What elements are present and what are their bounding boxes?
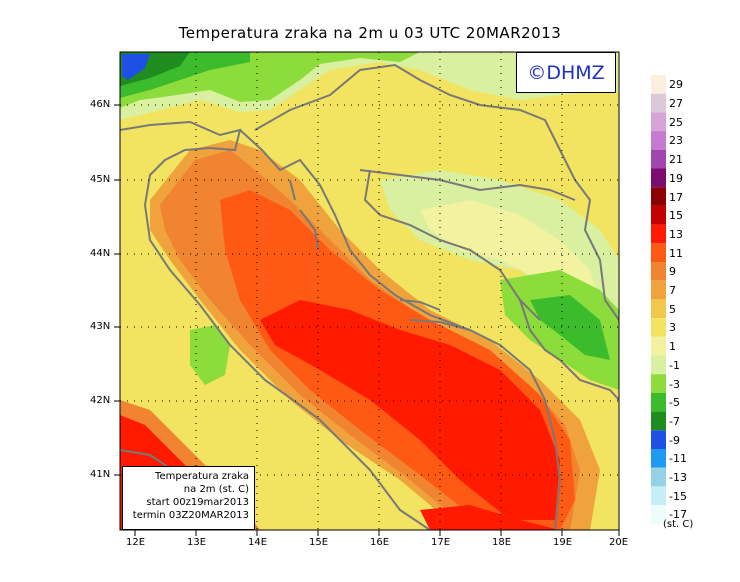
colorbar-label: 13 [669, 227, 683, 241]
colorbar-swatch [651, 280, 666, 300]
colorbar-swatch [651, 149, 666, 169]
colorbar-label: -1 [669, 358, 680, 372]
colorbar-label: 11 [669, 246, 683, 260]
map-frame [119, 51, 620, 531]
colorbar-swatch [651, 374, 666, 393]
colorbar-label: -13 [669, 471, 687, 485]
lon-label-12e: 12E [126, 537, 146, 548]
colorbar-swatch [651, 168, 666, 188]
colorbar-label: 9 [669, 265, 676, 279]
colorbar-swatch [651, 93, 666, 113]
axis-ticks [114, 104, 620, 536]
lon-label-18e: 18E [492, 537, 512, 548]
lat-label-43n: 43N [90, 321, 111, 332]
info-box: Temperatura zraka na 2m (st. C) start 00… [122, 466, 255, 530]
dhmz-logo: ©DHMZ [516, 52, 616, 93]
temperature-field [120, 52, 619, 530]
lat-label-44n: 44N [90, 248, 111, 259]
lon-label-20e: 20E [609, 537, 629, 548]
colorbar-label: -15 [669, 489, 687, 503]
lon-label-16e: 16E [370, 537, 390, 548]
info-line-1: Temperatura zraka [155, 471, 249, 482]
colorbar-label: 1 [669, 340, 676, 354]
colorbar-label: 19 [669, 171, 683, 185]
lon-label-15e: 15E [309, 537, 329, 548]
colorbar-swatch [651, 75, 666, 94]
colorbar-label: -7 [669, 414, 680, 428]
colorbar-swatch [651, 262, 666, 281]
colorbar-label: 29 [669, 78, 683, 92]
colorbar-swatch [651, 224, 666, 244]
colorbar-swatch [651, 505, 666, 524]
colorbar-units: (st. C) [663, 519, 694, 530]
lon-label-13e: 13E [187, 537, 207, 548]
colorbar-label: 15 [669, 209, 683, 223]
colorbar-label: -11 [669, 452, 687, 466]
colorbar-swatch [651, 243, 666, 262]
colorbar-swatch [651, 318, 666, 337]
colorbar-label: 5 [669, 302, 676, 316]
colorbar-swatch [651, 205, 666, 225]
colorbar-swatch [651, 355, 666, 375]
colorbar-label: -3 [669, 377, 680, 391]
colorbar-swatch [651, 430, 666, 449]
colorbar-swatch [651, 112, 666, 132]
colorbar-swatch [651, 299, 666, 319]
colorbar-swatch [651, 336, 666, 356]
colorbar-label: -17 [669, 508, 687, 522]
info-line-2: na 2m (st. C) [183, 484, 249, 495]
map-title: Temperatura zraka na 2m u 03 UTC 20MAR20… [178, 24, 562, 42]
colorbar-swatch [651, 411, 666, 431]
lat-label-45n: 45N [90, 174, 111, 185]
lat-label-41n: 41N [90, 469, 111, 480]
colorbar-label: 21 [669, 153, 683, 167]
lon-label-17e: 17E [431, 537, 451, 548]
colorbar-label: -5 [669, 396, 680, 410]
colorbar-label: 7 [669, 284, 676, 298]
colorbar-label: 23 [669, 134, 683, 148]
colorbar-label: 3 [669, 321, 676, 335]
colorbar-label: 17 [669, 190, 683, 204]
info-line-4: termin 03Z20MAR2013 [132, 510, 249, 521]
graticule [120, 52, 619, 530]
lat-label-42n: 42N [90, 395, 111, 406]
lon-label-19e: 19E [553, 537, 573, 548]
info-line-3: start 00z19mar2013 [146, 497, 249, 508]
colorbar-swatch [651, 486, 666, 506]
colorbar-swatch [651, 467, 666, 487]
lat-label-46n: 46N [90, 99, 111, 110]
colorbar-label: 25 [669, 115, 683, 129]
colorbar-swatch [651, 449, 666, 468]
colorbar [651, 75, 666, 524]
colorbar-label: 27 [669, 97, 683, 111]
colorbar-swatch [651, 131, 666, 150]
colorbar-swatch [651, 187, 666, 206]
colorbar-swatch [651, 392, 666, 412]
lon-label-14e: 14E [248, 537, 268, 548]
colorbar-label: -9 [669, 433, 680, 447]
